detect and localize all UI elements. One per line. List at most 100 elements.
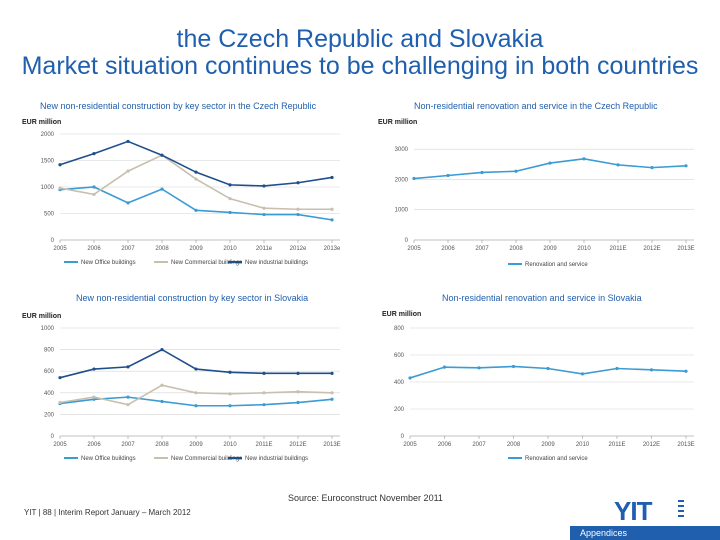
- data-point: [546, 366, 550, 371]
- data-point: [615, 366, 619, 371]
- y-tick-label: 0: [51, 238, 55, 244]
- data-point: [262, 212, 266, 217]
- data-point: [296, 207, 300, 211]
- y-tick-label: 600: [394, 353, 405, 359]
- legend-label: New Office buildings: [81, 456, 136, 462]
- x-tick-label: 2010: [576, 442, 590, 448]
- data-point: [548, 161, 552, 165]
- data-point: [58, 376, 62, 380]
- x-tick-label: 2011E: [610, 246, 627, 252]
- data-point: [330, 391, 334, 395]
- x-tick-label: 2009: [189, 246, 203, 252]
- data-point: [228, 183, 232, 187]
- data-point: [194, 367, 198, 371]
- slide-title-line-1: the Czech Republic and Slovakia: [176, 25, 544, 53]
- y-tick-label: 1000: [41, 185, 55, 191]
- data-point: [92, 395, 96, 399]
- x-tick-label: 2006: [87, 442, 101, 448]
- x-tick-label: 2013E: [677, 246, 694, 252]
- appendix-strip: [570, 526, 720, 540]
- data-point: [296, 181, 300, 185]
- data-point: [330, 371, 334, 375]
- data-point: [126, 365, 130, 369]
- data-point: [330, 397, 334, 401]
- y-tick-label: 800: [44, 348, 55, 354]
- data-point: [194, 177, 198, 181]
- y-tick-label: 200: [394, 407, 405, 413]
- data-point: [580, 372, 585, 376]
- y-tick-label: 2000: [395, 177, 409, 183]
- data-point: [194, 170, 198, 174]
- x-tick-label: 2012E: [643, 246, 660, 252]
- data-point: [330, 175, 334, 180]
- series-line: [59, 154, 332, 211]
- x-tick-label: 2008: [509, 246, 523, 252]
- y-tick-label: 3000: [395, 147, 409, 153]
- legend-label: New Commercial buildings: [171, 456, 242, 462]
- y-axis-label: EUR million: [378, 119, 417, 126]
- series-line: [59, 384, 333, 406]
- data-point: [126, 169, 130, 173]
- x-tick-label: 2006: [441, 246, 455, 252]
- data-point: [126, 139, 130, 144]
- data-point: [262, 371, 266, 375]
- y-tick-label: 600: [44, 369, 55, 375]
- series-line: [59, 186, 333, 221]
- x-tick-label: 2007: [472, 442, 486, 448]
- chart-czech-new-construction: New non-residential construction by key …: [22, 101, 341, 266]
- data-point: [412, 176, 416, 181]
- y-tick-label: 400: [394, 380, 405, 386]
- legend-label: New Office buildings: [81, 260, 136, 266]
- legend-label: New industrial buildings: [245, 456, 308, 462]
- data-point: [228, 210, 232, 215]
- footer-bar: [0, 526, 720, 540]
- data-point: [92, 192, 96, 197]
- y-tick-label: 1500: [41, 159, 55, 165]
- data-point: [408, 376, 412, 380]
- data-point: [262, 391, 266, 395]
- y-axis-label: EUR million: [22, 119, 61, 126]
- data-point: [228, 404, 232, 408]
- data-point: [126, 395, 130, 399]
- legend-label: Renovation and service: [525, 262, 588, 268]
- data-point: [684, 369, 688, 373]
- x-tick-label: 2007: [121, 246, 135, 252]
- data-point: [194, 404, 198, 408]
- data-point: [511, 364, 516, 369]
- x-tick-label: 2005: [403, 442, 417, 448]
- data-point: [446, 173, 450, 178]
- legend-label: Renovation and service: [525, 456, 588, 462]
- x-tick-label: 2009: [543, 246, 557, 252]
- chart-czech-renovation: Non-residential renovation and service i…: [378, 101, 695, 268]
- yit-logo-icon: YIT: [614, 496, 684, 526]
- y-tick-label: 800: [394, 326, 405, 332]
- x-tick-label: 2006: [87, 246, 101, 252]
- chart-title: New non-residential construction by key …: [40, 101, 317, 111]
- y-tick-label: 0: [401, 434, 405, 440]
- legend-label: New industrial buildings: [245, 260, 308, 266]
- data-point: [126, 403, 130, 407]
- y-tick-label: 500: [44, 212, 55, 218]
- y-tick-label: 1000: [41, 326, 55, 332]
- appendix-label: Appendices: [580, 528, 628, 538]
- x-tick-label: 2012E: [643, 442, 660, 448]
- data-point: [160, 399, 164, 404]
- data-point: [649, 368, 654, 372]
- chart-slovakia-renovation: Non-residential renovation and service i…: [382, 293, 695, 462]
- data-point: [58, 186, 62, 190]
- data-point: [330, 207, 334, 211]
- data-point: [228, 370, 232, 374]
- data-point: [296, 400, 300, 405]
- data-point: [160, 348, 164, 352]
- data-point: [228, 197, 232, 201]
- data-point: [684, 164, 688, 168]
- data-point: [228, 392, 232, 396]
- x-tick-label: 2011E: [256, 442, 273, 448]
- slide-footer: YIT | 88 | Interim Report January – Marc…: [24, 508, 191, 517]
- x-tick-label: 2007: [475, 246, 489, 252]
- data-point: [92, 152, 96, 156]
- data-point: [160, 383, 164, 387]
- data-point: [194, 208, 198, 212]
- x-tick-label: 2009: [189, 442, 203, 448]
- series-line: [59, 348, 332, 379]
